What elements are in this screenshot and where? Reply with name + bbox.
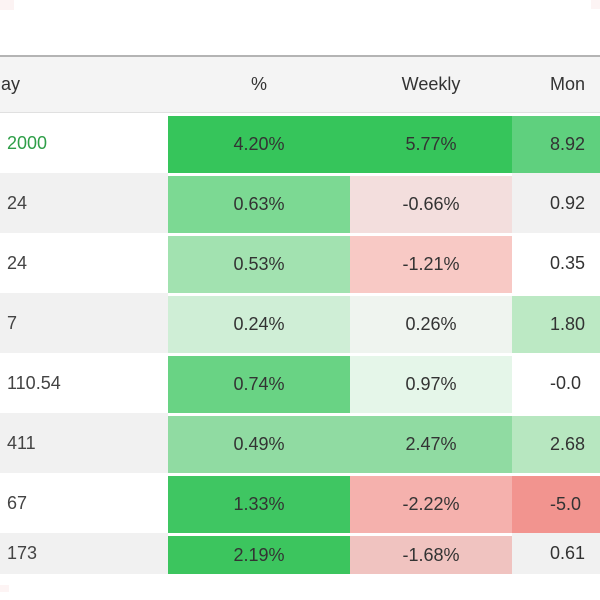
monthly-cell: 0.35 — [550, 252, 586, 273]
header-percent: % — [250, 74, 267, 94]
pct-cell: 4.20% — [168, 113, 350, 173]
pct-cell: 0.53% — [168, 233, 350, 293]
pct-cell: 1.33% — [168, 473, 350, 533]
table-row[interactable]: 24 0.63% -0.66% 0.92 — [0, 173, 600, 233]
market-table-body: 2000 4.20% 5.77% 8.92 24 0.63% -0.66% 0.92 24 0.5… — [0, 113, 600, 574]
table-row[interactable]: 110.54 0.74% 0.97% -0.0 — [0, 353, 600, 413]
header-weekly: Weekly — [401, 74, 461, 94]
monthly-cell: -0.0 — [550, 372, 582, 393]
weekly-cell: 2.47% — [350, 413, 512, 473]
weekly-cell: -1.68% — [350, 533, 512, 574]
table-row[interactable]: 2000 4.20% 5.77% 8.92 — [0, 113, 600, 173]
row-label: 173 — [7, 543, 38, 563]
corner-fragment-top-left — [0, 0, 14, 10]
row-label: 7 — [7, 312, 18, 333]
monthly-cell: 0.61 — [550, 543, 586, 563]
weekly-cell: -1.21% — [350, 233, 512, 293]
table-row[interactable]: 67 1.33% -2.22% -5.0 — [0, 473, 600, 533]
weekly-cell: -0.66% — [350, 173, 512, 233]
monthly-cell: 2.68 — [512, 413, 600, 473]
monthly-cell: 0.92 — [550, 192, 586, 213]
row-label: 2000 — [7, 132, 48, 153]
row-label: 24 — [7, 192, 28, 213]
weekly-cell: 0.26% — [350, 293, 512, 353]
table-header-row: ay % Weekly Mon — [0, 55, 600, 113]
pct-cell: 0.49% — [168, 413, 350, 473]
row-label: 24 — [7, 252, 28, 273]
table-row[interactable]: 173 2.19% -1.68% 0.61 — [0, 533, 600, 574]
row-label: 110.54 — [7, 372, 61, 393]
header-monthly: Mon — [550, 74, 586, 94]
pct-cell: 0.24% — [168, 293, 350, 353]
corner-fragment-bottom-left — [0, 585, 9, 592]
table-row[interactable]: 411 0.49% 2.47% 2.68 — [0, 413, 600, 473]
row-label: 411 — [7, 432, 36, 453]
row-label: 67 — [7, 492, 28, 513]
weekly-cell: 0.97% — [350, 353, 512, 413]
markets-table: ay % Weekly Mon 2000 4.20% 5.77% 8.92 24 0.63… — [0, 55, 600, 574]
monthly-cell: -5.0 — [512, 473, 600, 533]
table-row[interactable]: 7 0.24% 0.26% 1.80 — [0, 293, 600, 353]
table-row[interactable]: 24 0.53% -1.21% 0.35 — [0, 233, 600, 293]
pct-cell: 0.63% — [168, 173, 350, 233]
corner-fragment-top-right — [591, 0, 600, 9]
weekly-cell: 5.77% — [350, 113, 512, 173]
pct-cell: 2.19% — [168, 533, 350, 574]
pct-cell: 0.74% — [168, 353, 350, 413]
monthly-cell: 1.80 — [512, 293, 600, 353]
monthly-cell: 8.92 — [512, 113, 600, 173]
header-day: ay — [1, 74, 21, 94]
weekly-cell: -2.22% — [350, 473, 512, 533]
